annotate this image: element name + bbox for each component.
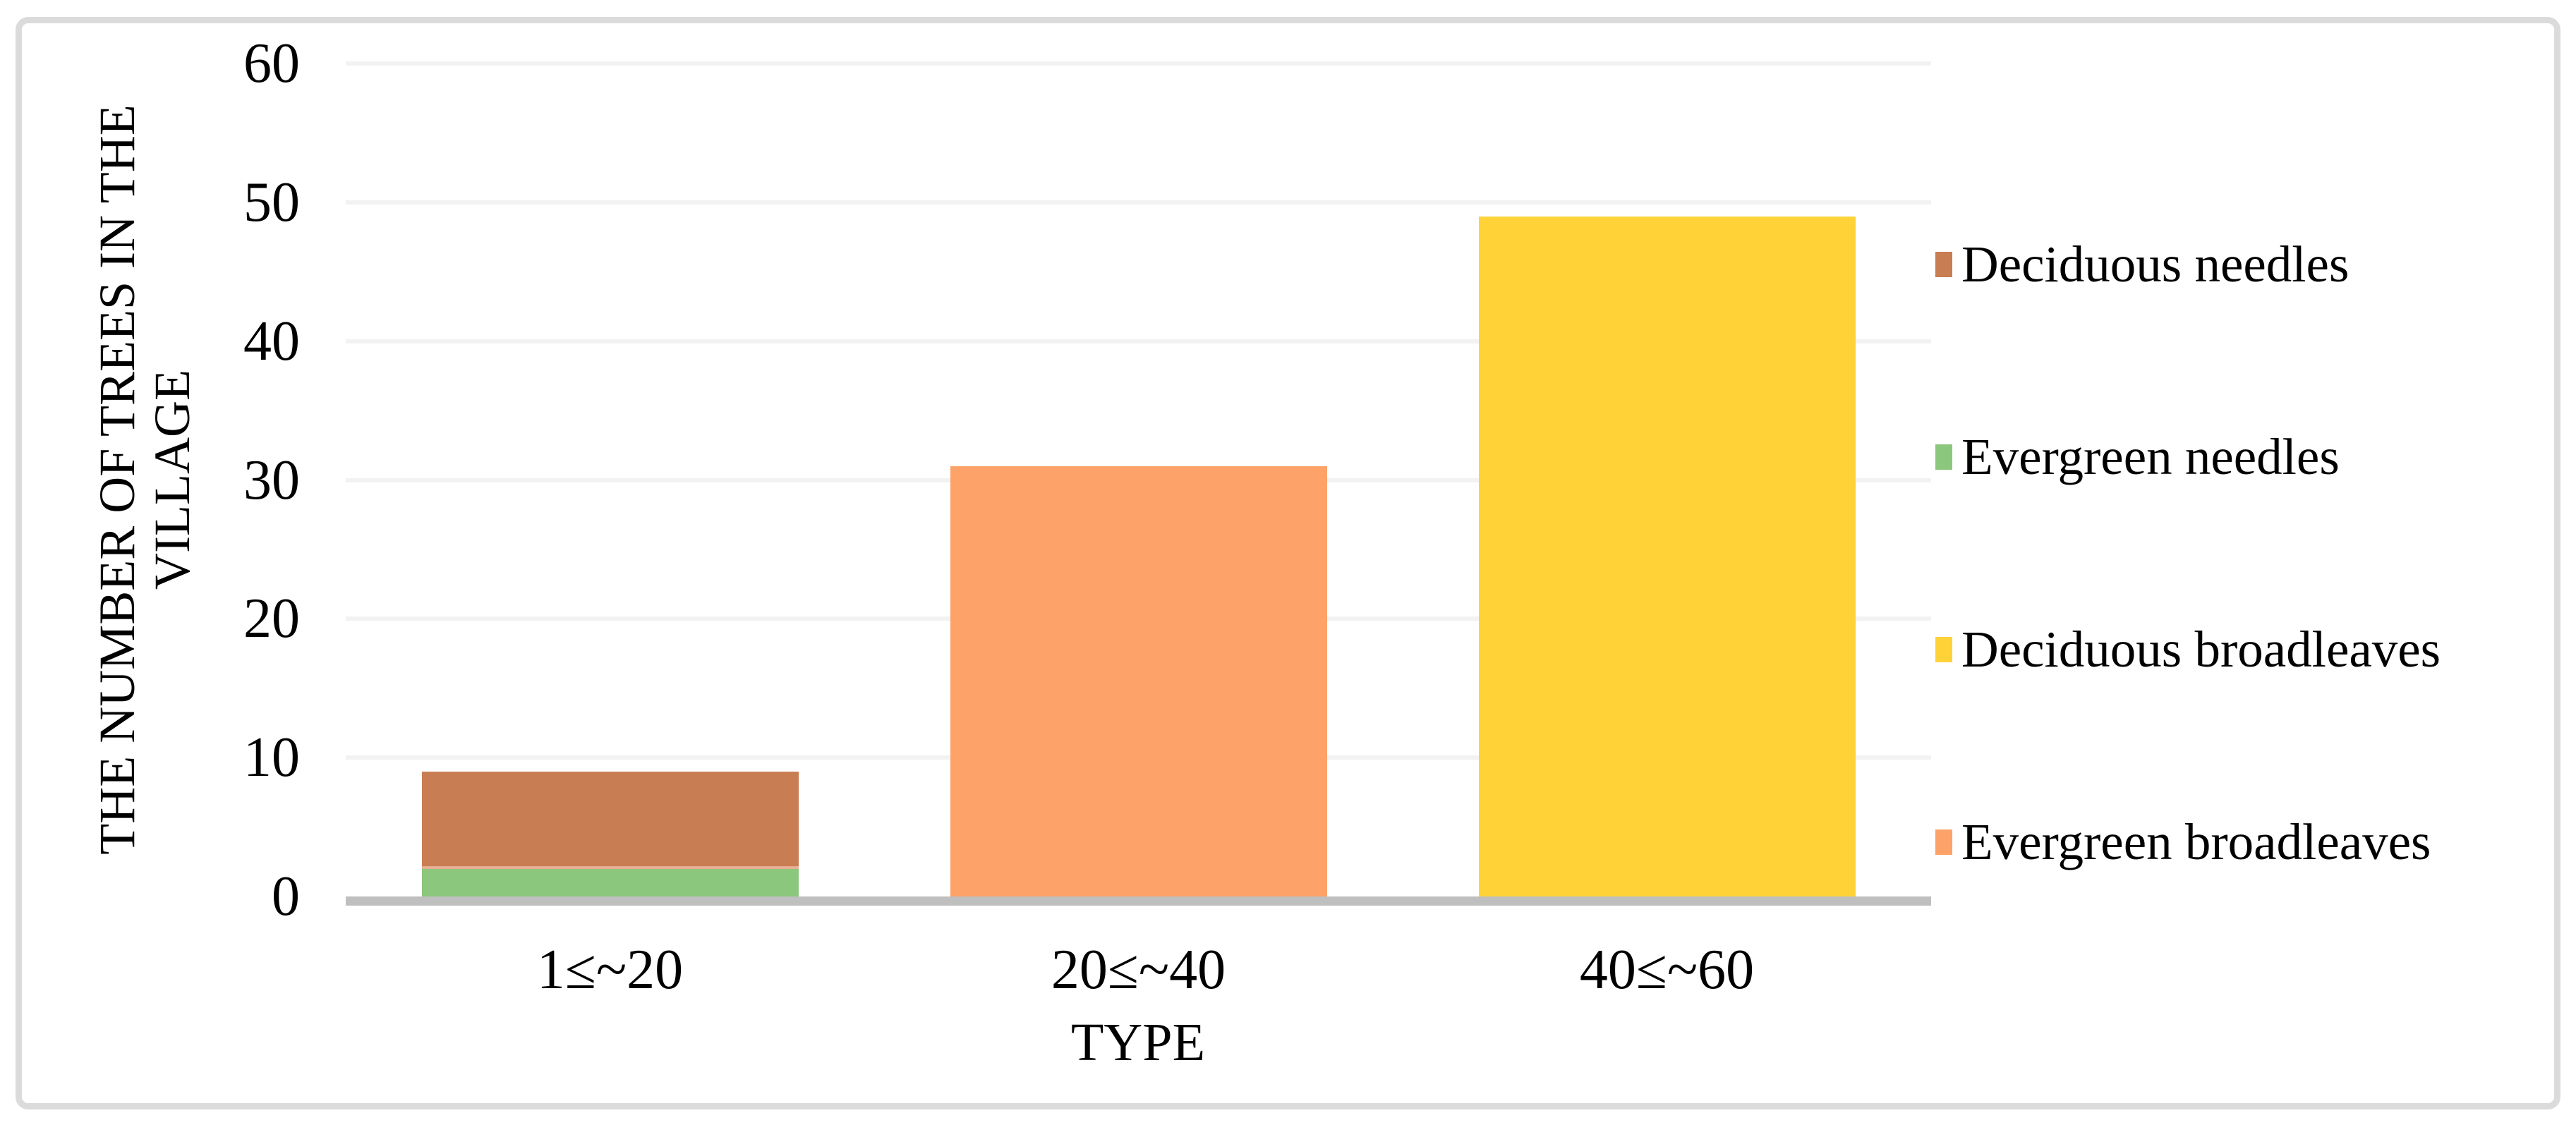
bar-segment-deciduous-needles (421, 771, 799, 869)
legend: Deciduous needles Evergreen needles Deci… (1935, 236, 2441, 870)
legend-item: Evergreen broadleaves (1935, 813, 2441, 870)
legend-item: Evergreen needles (1935, 428, 2441, 485)
legend-label: Evergreen needles (1961, 428, 2340, 485)
legend-swatch-icon (1935, 444, 1952, 470)
x-category-label: 20≤~40 (1051, 939, 1226, 1001)
y-tick-label: 20 (243, 588, 300, 650)
legend-swatch-icon (1935, 637, 1952, 662)
y-tick-label: 60 (243, 32, 300, 95)
x-category-label: 40≤~60 (1579, 939, 1755, 1001)
legend-label: Evergreen broadleaves (1961, 813, 2431, 870)
chart-frame (16, 17, 2560, 1109)
gridline (346, 61, 1931, 66)
gridline (346, 339, 1931, 343)
y-tick-label: 0 (272, 865, 300, 928)
legend-label: Deciduous broadleaves (1961, 621, 2441, 678)
bar-segment-evergreen-broadleaves (950, 466, 1327, 896)
legend-label: Deciduous needles (1961, 236, 2350, 293)
x-axis-title: TYPE (1071, 1013, 1205, 1072)
bar-segment-deciduous-broadleaves (1478, 216, 1856, 896)
y-tick-label: 40 (243, 310, 300, 372)
legend-swatch-icon (1935, 829, 1952, 855)
legend-item: Deciduous needles (1935, 236, 2441, 293)
legend-item: Deciduous broadleaves (1935, 624, 2441, 675)
bar-segment-evergreen-needles (421, 868, 799, 896)
x-category-label: 1≤~20 (536, 939, 684, 1001)
y-tick-label: 50 (243, 171, 300, 233)
y-axis-title-line1: THE NUMBER OF TREES IN THE (89, 104, 145, 855)
y-tick-label: 10 (243, 726, 300, 789)
gridline (346, 200, 1931, 205)
legend-swatch-icon (1935, 252, 1952, 277)
y-tick-label: 30 (243, 449, 300, 511)
x-axis-line (346, 896, 1931, 906)
